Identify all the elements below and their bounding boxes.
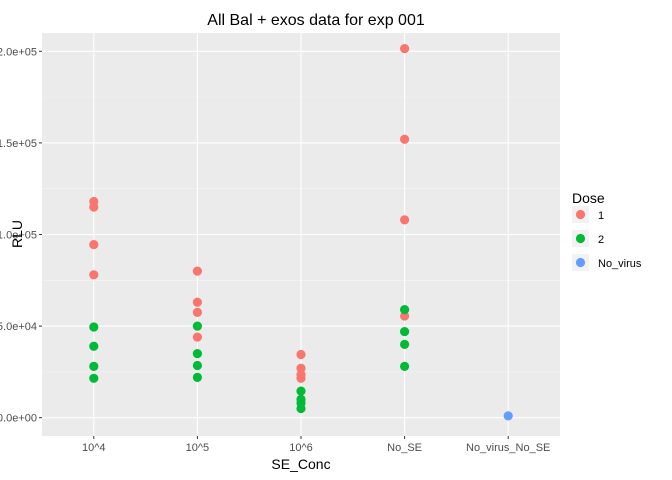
data-point (89, 270, 99, 280)
data-point (296, 349, 306, 360)
y-axis-title: RLU (9, 220, 25, 248)
data-point (400, 339, 410, 350)
data-point (192, 321, 202, 331)
y-tick-label: 2.0e+05 (0, 46, 37, 58)
data-point (192, 332, 202, 342)
data-point (192, 372, 202, 382)
x-tick-label: 10^4 (82, 442, 106, 454)
data-point (296, 386, 306, 396)
x-axis-title: SE_Conc (271, 456, 330, 472)
data-point (400, 311, 410, 321)
data-point (89, 373, 99, 383)
data-point (89, 341, 99, 351)
legend-label: 2 (598, 234, 604, 246)
data-point (192, 297, 202, 307)
data-point (400, 134, 410, 144)
legend: Dose 1 2 No_virus (572, 190, 642, 271)
data-point (192, 266, 202, 276)
data-point (192, 307, 202, 317)
data-point (296, 403, 306, 414)
data-point (192, 360, 202, 371)
data-point (400, 43, 410, 54)
data-point (89, 239, 99, 250)
y-tick-label: 1.0e+05 (0, 230, 37, 242)
data-point (400, 326, 410, 337)
x-tick-label: 10^5 (186, 442, 210, 454)
legend-label: 1 (598, 210, 604, 222)
legend-marker (575, 233, 586, 244)
legend-label: No_virus (598, 258, 642, 270)
legend-title: Dose (572, 190, 605, 206)
chart-title: All Bal + exos data for exp 001 (207, 12, 425, 29)
y-tick-label: 1.5e+05 (0, 138, 37, 150)
y-tick-label: 5.0e+04 (0, 321, 37, 333)
data-point (400, 215, 410, 225)
data-point (192, 348, 202, 359)
data-point (400, 361, 410, 371)
data-point (296, 373, 306, 383)
y-tick-label: 0.0e+00 (0, 413, 37, 425)
x-tick-label: 10^6 (289, 442, 313, 454)
data-point (400, 305, 410, 315)
legend-marker (575, 257, 586, 268)
x-tick-label: No_SE (387, 442, 422, 454)
x-axis: 10^4 10^5 10^6 No_SE No_virus_No_SE (82, 436, 550, 454)
data-point (503, 411, 513, 421)
y-axis: 0.0e+00 5.0e+04 1.0e+05 1.5e+05 2.0e+05 (0, 46, 42, 425)
data-point (89, 361, 99, 371)
legend-marker (575, 209, 586, 220)
data-points (89, 43, 513, 421)
data-point (89, 202, 99, 212)
data-point (89, 322, 99, 332)
data-point (296, 363, 306, 373)
x-tick-label: No_virus_No_SE (466, 442, 550, 454)
